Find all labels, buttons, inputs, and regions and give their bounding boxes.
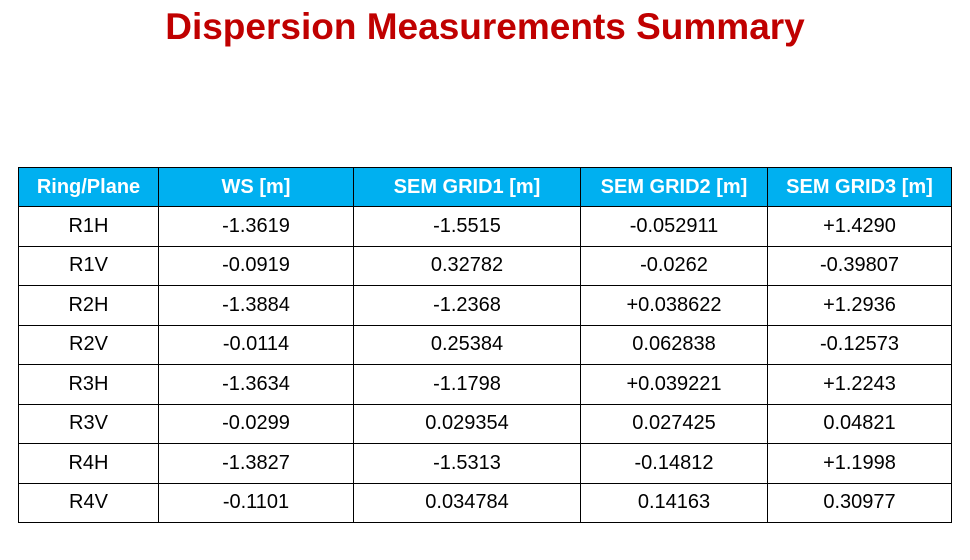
table-row: R1H -1.3619 -1.5515 -0.052911 +1.4290: [18, 206, 952, 247]
cell-ring-plane: R4H: [18, 443, 159, 484]
cell-ws: -1.3884: [158, 285, 354, 326]
cell-sem-grid2: -0.14812: [580, 443, 768, 484]
cell-sem-grid1: 0.029354: [353, 403, 581, 444]
header-sem-grid2: SEM GRID2 [m]: [580, 167, 768, 207]
cell-sem-grid2: -0.052911: [580, 206, 768, 247]
cell-ws: -0.0919: [158, 245, 354, 286]
table-row: R3H -1.3634 -1.1798 +0.039221 +1.2243: [18, 364, 952, 405]
cell-ring-plane: R2H: [18, 285, 159, 326]
header-ring-plane: Ring/Plane: [18, 167, 159, 207]
header-ws: WS [m]: [158, 167, 354, 207]
cell-ring-plane: R3H: [18, 364, 159, 405]
cell-sem-grid3: -0.39807: [767, 245, 952, 286]
table-row: R4V -0.1101 0.034784 0.14163 0.30977: [18, 482, 952, 523]
cell-ring-plane: R2V: [18, 324, 159, 365]
cell-sem-grid3: -0.12573: [767, 324, 952, 365]
table-row: R3V -0.0299 0.029354 0.027425 0.04821: [18, 403, 952, 444]
table-row: R2V -0.0114 0.25384 0.062838 -0.12573: [18, 324, 952, 365]
cell-sem-grid2: +0.038622: [580, 285, 768, 326]
cell-sem-grid1: 0.32782: [353, 245, 581, 286]
table-header-row: Ring/Plane WS [m] SEM GRID1 [m] SEM GRID…: [18, 167, 952, 207]
cell-sem-grid3: 0.04821: [767, 403, 952, 444]
cell-sem-grid1: -1.2368: [353, 285, 581, 326]
cell-ws: -0.0299: [158, 403, 354, 444]
cell-sem-grid2: 0.062838: [580, 324, 768, 365]
table-row: R2H -1.3884 -1.2368 +0.038622 +1.2936: [18, 285, 952, 326]
table-row: R1V -0.0919 0.32782 -0.0262 -0.39807: [18, 245, 952, 286]
cell-sem-grid2: 0.14163: [580, 482, 768, 523]
cell-ws: -1.3619: [158, 206, 354, 247]
cell-sem-grid2: 0.027425: [580, 403, 768, 444]
cell-sem-grid3: +1.4290: [767, 206, 952, 247]
cell-sem-grid1: -1.1798: [353, 364, 581, 405]
cell-ring-plane: R1H: [18, 206, 159, 247]
cell-sem-grid1: 0.25384: [353, 324, 581, 365]
cell-ws: -0.1101: [158, 482, 354, 523]
cell-ws: -0.0114: [158, 324, 354, 365]
cell-ws: -1.3634: [158, 364, 354, 405]
dispersion-table: Ring/Plane WS [m] SEM GRID1 [m] SEM GRID…: [18, 167, 952, 523]
cell-sem-grid1: 0.034784: [353, 482, 581, 523]
cell-sem-grid1: -1.5313: [353, 443, 581, 484]
page-title: Dispersion Measurements Summary: [165, 6, 805, 47]
cell-sem-grid2: -0.0262: [580, 245, 768, 286]
header-sem-grid3: SEM GRID3 [m]: [767, 167, 952, 207]
cell-sem-grid3: +1.2936: [767, 285, 952, 326]
cell-ring-plane: R4V: [18, 482, 159, 523]
cell-ring-plane: R1V: [18, 245, 159, 286]
cell-sem-grid3: 0.30977: [767, 482, 952, 523]
cell-sem-grid2: +0.039221: [580, 364, 768, 405]
cell-sem-grid1: -1.5515: [353, 206, 581, 247]
cell-sem-grid3: +1.2243: [767, 364, 952, 405]
header-sem-grid1: SEM GRID1 [m]: [353, 167, 581, 207]
table-row: R4H -1.3827 -1.5313 -0.14812 +1.1998: [18, 443, 952, 484]
cell-sem-grid3: +1.1998: [767, 443, 952, 484]
cell-ws: -1.3827: [158, 443, 354, 484]
cell-ring-plane: R3V: [18, 403, 159, 444]
